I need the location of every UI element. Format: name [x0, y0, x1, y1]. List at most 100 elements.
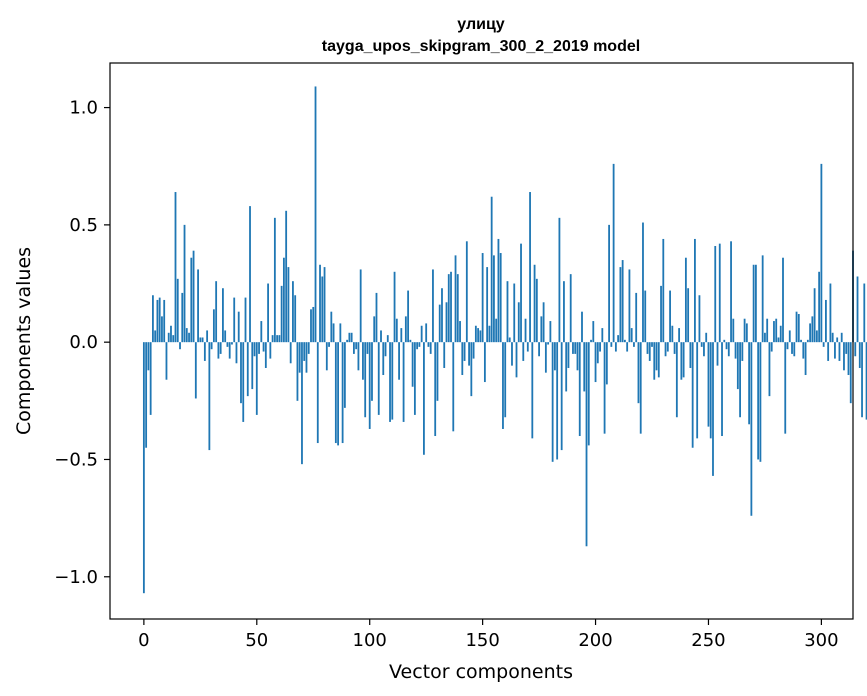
y-tick-label: 0.0 — [69, 332, 98, 353]
bar-18 — [183, 224, 186, 343]
bar-117 — [407, 290, 410, 343]
bar-28 — [206, 330, 209, 343]
bar-148 — [477, 328, 480, 343]
bar-43 — [240, 342, 242, 404]
bar-310 — [843, 342, 845, 371]
bar-184 — [558, 217, 561, 343]
bar-224 — [648, 342, 651, 361]
bar-186 — [563, 281, 565, 343]
bar-167 — [520, 243, 522, 343]
bar-67 — [294, 295, 297, 343]
bar-215 — [628, 269, 631, 343]
bar-93 — [353, 342, 355, 354]
bar-83 — [330, 311, 333, 343]
bar-58 — [273, 217, 276, 343]
bar-137 — [452, 342, 455, 432]
bar-269 — [750, 342, 753, 516]
bar-296 — [811, 316, 814, 343]
bar-88 — [341, 342, 344, 444]
bar-111 — [393, 271, 396, 343]
bar-73 — [307, 342, 310, 354]
y-tick-label: 1.0 — [69, 98, 98, 119]
bar-203 — [601, 328, 604, 343]
bar-61 — [280, 285, 283, 343]
bar-114 — [400, 328, 403, 343]
bar-303 — [827, 342, 830, 361]
bar-138 — [454, 255, 457, 343]
bar-84 — [332, 323, 335, 343]
bar-169 — [524, 318, 527, 343]
bar-44 — [242, 342, 245, 422]
bar-211 — [619, 267, 622, 343]
bar-265 — [741, 342, 744, 361]
bar-143 — [465, 241, 468, 343]
bar-81 — [325, 342, 328, 371]
bar-221 — [642, 222, 644, 343]
bar-24 — [197, 269, 199, 343]
bar-271 — [754, 264, 757, 343]
x-tick-label: 50 — [245, 630, 268, 651]
bar-133 — [443, 342, 446, 368]
bar-177 — [542, 302, 545, 343]
bar-308 — [838, 342, 841, 361]
bar-289 — [795, 311, 798, 343]
bar-190 — [572, 342, 574, 354]
bar-48 — [251, 342, 254, 390]
bar-82 — [328, 342, 330, 347]
bar-5 — [154, 330, 157, 343]
bar-78 — [319, 264, 321, 343]
bar-130 — [436, 342, 439, 401]
bar-56 — [269, 342, 272, 359]
bar-109 — [389, 342, 391, 422]
bar-243 — [691, 342, 694, 448]
bar-60 — [278, 335, 281, 343]
bar-241 — [687, 288, 690, 343]
bar-37 — [226, 342, 229, 347]
bar-244 — [694, 238, 696, 343]
bar-135 — [447, 274, 450, 343]
bar-212 — [621, 260, 624, 343]
bar-278 — [770, 342, 773, 352]
bar-294 — [806, 339, 809, 343]
bar-132 — [441, 288, 443, 343]
bar-0 — [142, 342, 145, 594]
bar-29 — [208, 342, 211, 451]
bar-226 — [653, 342, 656, 380]
bar-145 — [470, 342, 473, 397]
bar-256 — [721, 342, 723, 437]
bar-95 — [357, 342, 360, 371]
y-tick-label: −0.5 — [54, 449, 98, 470]
bar-103 — [375, 292, 378, 343]
bar-54 — [264, 342, 267, 368]
bar-69 — [298, 342, 301, 373]
bar-32 — [215, 281, 218, 343]
bar-98 — [364, 342, 367, 418]
bar-80 — [323, 267, 326, 343]
bar-202 — [599, 342, 601, 352]
bar-71 — [303, 342, 306, 361]
bar-309 — [840, 332, 843, 343]
bar-126 — [427, 342, 430, 347]
bar-205 — [605, 342, 608, 385]
bar-257 — [723, 339, 726, 343]
bar-94 — [355, 342, 358, 350]
bar-266 — [743, 318, 746, 343]
bar-66 — [292, 281, 294, 343]
bar-13 — [172, 335, 175, 343]
bar-31 — [212, 309, 215, 343]
bar-279 — [773, 321, 775, 343]
bar-154 — [490, 196, 493, 343]
bar-65 — [289, 342, 292, 364]
bar-1 — [145, 342, 148, 448]
bar-253 — [714, 245, 717, 343]
bar-281 — [777, 337, 780, 343]
bar-293 — [804, 342, 807, 376]
bar-262 — [734, 342, 737, 359]
bar-305 — [831, 332, 834, 343]
bar-168 — [522, 342, 525, 361]
bar-268 — [748, 342, 751, 425]
bar-42 — [237, 311, 240, 343]
bar-25 — [199, 337, 202, 343]
bar-261 — [732, 318, 735, 343]
bar-96 — [359, 269, 362, 343]
